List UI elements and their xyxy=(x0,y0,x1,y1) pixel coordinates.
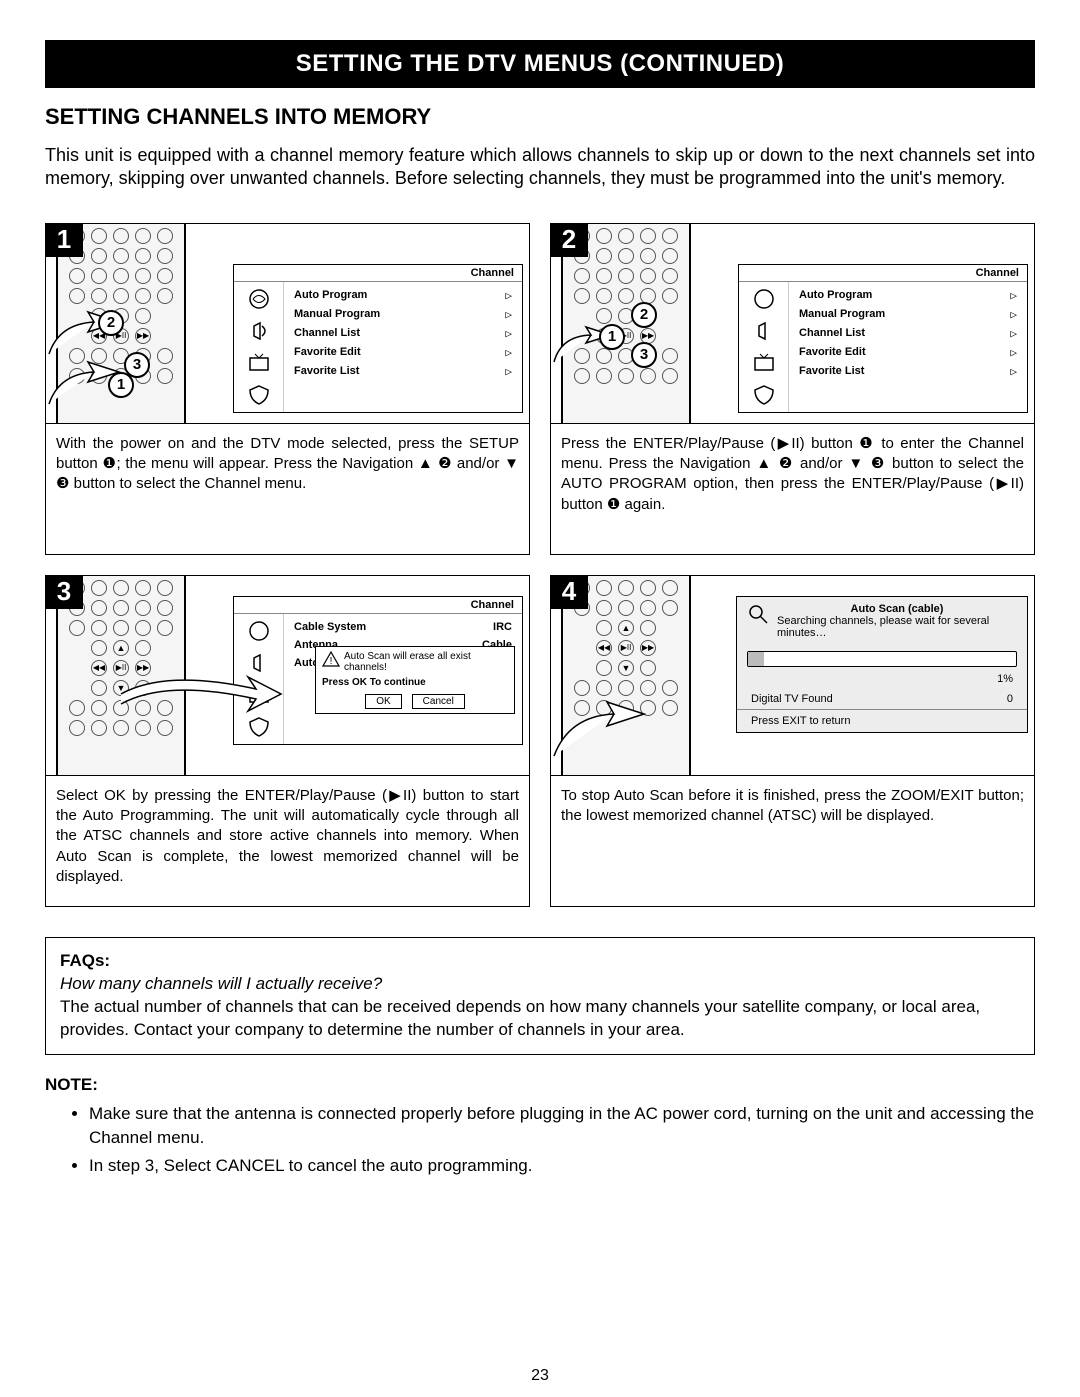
manual-page: SETTING THE DTV MENUS (CONTINUED) SETTIN… xyxy=(0,0,1080,1397)
shield-icon xyxy=(751,384,777,406)
step-2-number: 2 xyxy=(550,223,588,257)
step-1-number: 1 xyxy=(45,223,83,257)
intro-paragraph: This unit is equipped with a channel mem… xyxy=(45,144,1035,191)
menu-header: Channel xyxy=(234,265,522,282)
faq-answer: The actual number of channels that can b… xyxy=(60,996,1020,1042)
page-title-bar: SETTING THE DTV MENUS (CONTINUED) xyxy=(45,40,1035,88)
warning-icon: ! xyxy=(322,651,340,667)
audio-icon xyxy=(246,320,272,342)
tv-icon xyxy=(246,352,272,374)
steps-grid: 1 ◀◀▶II▶▶ 1 2 3 Channel xyxy=(45,223,1035,907)
step-3-number: 3 xyxy=(45,575,83,609)
callout-badge-1: 1 xyxy=(599,324,625,350)
scan-percentage: 1% xyxy=(737,673,1027,689)
note-heading: NOTE: xyxy=(45,1073,1035,1097)
callout-badge-2: 2 xyxy=(631,302,657,328)
tv-icon xyxy=(751,352,777,374)
faq-question: How many channels will I actually receiv… xyxy=(60,973,1020,996)
menu-item-list: Auto Program▷ Manual Program▷ Channel Li… xyxy=(284,282,522,412)
audio-icon xyxy=(751,320,777,342)
picture-icon xyxy=(246,620,272,642)
note-item: In step 3, Select CANCEL to cancel the a… xyxy=(89,1154,1035,1178)
scan-title: Auto Scan (cable) xyxy=(777,603,1017,615)
callout-badge-2: 2 xyxy=(98,310,124,336)
step-1: 1 ◀◀▶II▶▶ 1 2 3 Channel xyxy=(45,223,530,555)
menu-sidebar-icons xyxy=(234,282,284,412)
scan-progress-bar xyxy=(747,651,1017,667)
scan-exit-hint: Press EXIT to return xyxy=(737,709,1027,732)
section-subtitle: SETTING CHANNELS INTO MEMORY xyxy=(45,104,1035,130)
arrow-swoosh-icon xyxy=(549,696,649,766)
shield-icon xyxy=(246,384,272,406)
cancel-button[interactable]: Cancel xyxy=(412,694,465,709)
faq-box: FAQs: How many channels will I actually … xyxy=(45,937,1035,1055)
autoscan-progress-panel: Auto Scan (cable) Searching channels, pl… xyxy=(736,596,1028,733)
step-1-description: With the power on and the DTV mode selec… xyxy=(46,424,529,554)
callout-badge-3: 3 xyxy=(124,352,150,378)
dialog-continue-text: Press OK To continue xyxy=(322,677,508,688)
scan-found-label: Digital TV Found xyxy=(751,693,833,705)
step-2-description: Press the ENTER/Play/Pause (▶II) button … xyxy=(551,424,1034,554)
callout-badge-3: 3 xyxy=(631,342,657,368)
step-1-diagram: ◀◀▶II▶▶ 1 2 3 Channel xyxy=(46,224,529,424)
step-4-description: To stop Auto Scan before it is finished,… xyxy=(551,776,1034,906)
step-4-number: 4 xyxy=(550,575,588,609)
scan-found-value: 0 xyxy=(1007,693,1013,705)
arrow-swoosh-icon xyxy=(116,664,286,724)
note-item: Make sure that the antenna is connected … xyxy=(89,1102,1035,1150)
magnifier-icon xyxy=(747,603,769,625)
step-2: 2 ◀◀▶II▶▶ 1 2 3 Channel xyxy=(550,223,1035,555)
faq-heading: FAQs: xyxy=(60,950,1020,973)
step-3: 3 ▲ ◀◀▶II▶▶ ▼ Channel xyxy=(45,575,530,907)
page-number: 23 xyxy=(0,1367,1080,1385)
scan-wait-text: Searching channels, please wait for seve… xyxy=(777,615,1017,639)
picture-icon xyxy=(751,288,777,310)
step-3-description: Select OK by pressing the ENTER/Play/Pau… xyxy=(46,776,529,906)
autoscan-dialog: ! Auto Scan will erase all exist channel… xyxy=(315,646,515,714)
svg-text:!: ! xyxy=(330,656,333,667)
step-3-diagram: ▲ ◀◀▶II▶▶ ▼ Channel xyxy=(46,576,529,776)
picture-icon xyxy=(246,288,272,310)
step-2-diagram: ◀◀▶II▶▶ 1 2 3 Channel xyxy=(551,224,1034,424)
ok-button[interactable]: OK xyxy=(365,694,401,709)
dialog-warning-text: Auto Scan will erase all exist channels! xyxy=(344,651,508,673)
step-4: 4 ▲ ◀◀▶II▶▶ ▼ Auto Scan (cable) xyxy=(550,575,1035,907)
channel-menu-illustration: Channel Auto Program▷ Manual Program▷ Ch… xyxy=(738,264,1028,413)
step-4-diagram: ▲ ◀◀▶II▶▶ ▼ Auto Scan (cable) Searching … xyxy=(551,576,1034,776)
note-section: NOTE: Make sure that the antenna is conn… xyxy=(45,1073,1035,1178)
channel-menu-illustration: Channel Auto Program▷ Manual Program▷ Ch… xyxy=(233,264,523,413)
